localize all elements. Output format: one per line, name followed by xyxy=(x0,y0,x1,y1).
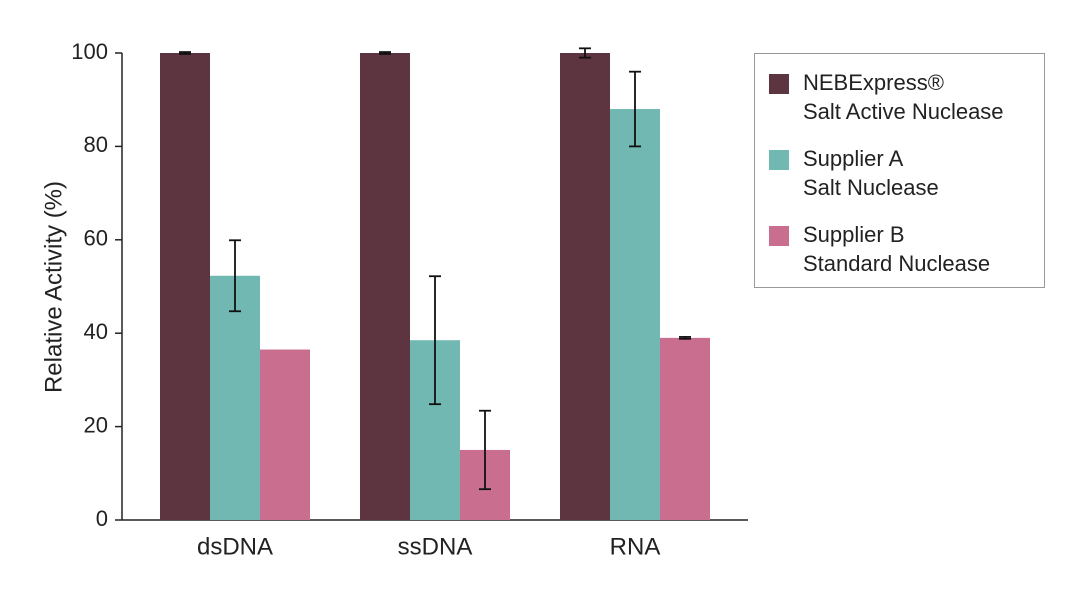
y-tick-label: 80 xyxy=(84,132,108,157)
legend-entry: NEBExpress® Salt Active Nuclease xyxy=(769,68,1004,126)
legend-swatch xyxy=(769,150,789,170)
x-tick-label: dsDNA xyxy=(197,533,273,560)
legend-label: Supplier A Salt Nuclease xyxy=(803,146,939,200)
legend-label: NEBExpress® Salt Active Nuclease xyxy=(803,70,1004,124)
legend-label: Supplier B Standard Nuclease xyxy=(803,222,991,276)
error-bar xyxy=(229,239,241,313)
error-bar xyxy=(429,275,441,406)
y-tick-label: 20 xyxy=(84,412,108,437)
bar xyxy=(160,53,210,520)
bar xyxy=(260,349,310,520)
y-tick-label: 0 xyxy=(96,506,108,531)
y-tick-label: 60 xyxy=(84,226,108,251)
error-bar xyxy=(579,47,591,59)
legend: NEBExpress® Salt Active Nuclease Supplier… xyxy=(754,53,1045,288)
bar xyxy=(360,53,410,520)
bar xyxy=(610,109,660,520)
y-tick-label: 40 xyxy=(84,319,108,344)
legend-entry: Supplier A Salt Nuclease xyxy=(769,144,939,202)
error-bar xyxy=(479,409,491,491)
error-bar xyxy=(679,336,691,340)
bar xyxy=(560,53,610,520)
error-bar xyxy=(379,51,391,55)
bar xyxy=(660,337,710,520)
legend-entry: Supplier B Standard Nuclease xyxy=(769,220,990,278)
error-bar xyxy=(629,70,641,148)
x-tick-label: ssDNA xyxy=(398,533,473,560)
error-bar xyxy=(179,51,191,55)
legend-swatch xyxy=(769,74,789,94)
legend-swatch xyxy=(769,226,789,246)
y-tick-label: 100 xyxy=(71,39,108,64)
x-tick-label: RNA xyxy=(610,533,661,560)
bar xyxy=(210,275,260,520)
y-axis-label: Relative Activity (%) xyxy=(40,181,67,393)
